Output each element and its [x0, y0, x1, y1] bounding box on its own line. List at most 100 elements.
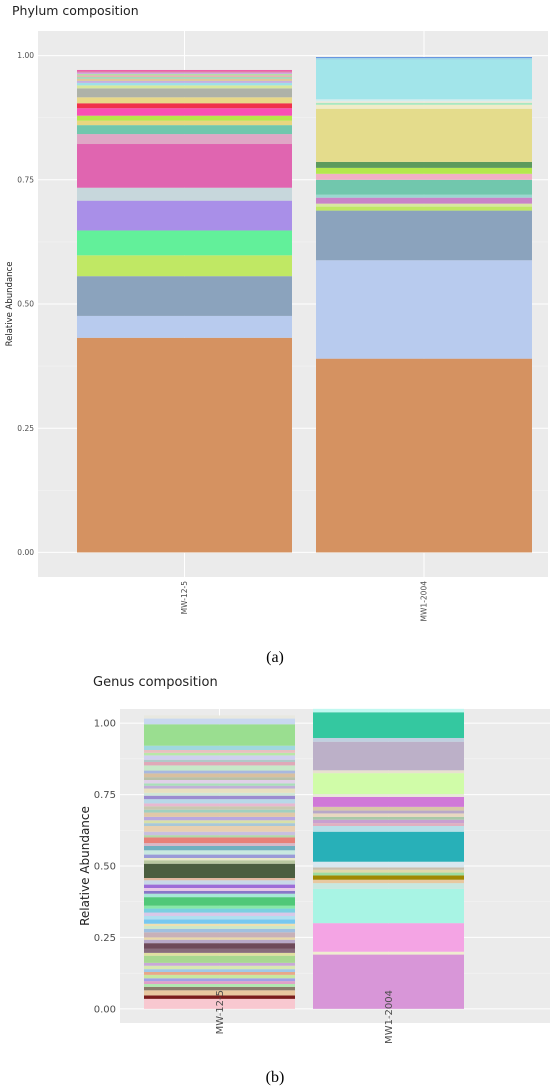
bar-segment [313, 793, 464, 797]
bar-segment [77, 125, 292, 135]
bar-segment [316, 161, 532, 168]
bar-segment [144, 806, 295, 810]
bar-segment [144, 770, 295, 774]
bar-segment [77, 80, 292, 83]
bar-segment [77, 85, 292, 89]
bar-segment [144, 779, 295, 784]
bar-segment [316, 260, 532, 359]
bar-segment [313, 806, 464, 811]
bar-segment [144, 795, 295, 800]
bar-segment [313, 708, 464, 713]
bar-segment [144, 823, 295, 826]
bar-segment [144, 835, 295, 838]
bar-segment [316, 59, 532, 100]
bar-segment [77, 187, 292, 201]
bar-segment [144, 986, 295, 991]
bar-segment [144, 995, 295, 999]
y-axis-label: Relative Abundance [5, 262, 15, 347]
bar-segment [316, 57, 532, 59]
bar-segment [316, 203, 532, 207]
y-tick-label: 0.25 [94, 933, 116, 944]
bar-segment [77, 255, 292, 277]
bar-segment [144, 998, 295, 1009]
bar-segment [144, 854, 295, 858]
bar-segment [144, 912, 295, 917]
bar-segment [77, 70, 292, 73]
y-tick-label: 1.00 [17, 51, 34, 60]
bar-segment [144, 969, 295, 973]
bar-segment [144, 857, 295, 861]
bar-segment [77, 75, 292, 77]
bar-segment [313, 796, 464, 807]
bar-segment [144, 724, 295, 746]
stacked-bar [77, 69, 292, 553]
bar-segment [313, 810, 464, 814]
y-tick-label: 0.50 [17, 300, 34, 309]
bar-segment [313, 869, 464, 873]
y-tick-label: 0.75 [17, 175, 34, 184]
bar-segment [144, 928, 295, 933]
bar-segment [144, 863, 295, 879]
figure-caption: (a) [266, 649, 284, 666]
bar-segment [77, 76, 292, 79]
bar-segment [144, 897, 295, 906]
x-tick-label: MW1-2004 [420, 581, 429, 622]
y-tick-label: 0.25 [17, 424, 34, 433]
bar-segment [313, 954, 464, 1009]
bar-segment [77, 108, 292, 116]
bar-segment [313, 879, 464, 884]
bar-segment [144, 888, 295, 891]
y-tick-label: 0.50 [94, 862, 116, 873]
bar-segment [77, 120, 292, 126]
bar-segment [77, 315, 292, 338]
chart-title: Genus composition [93, 675, 218, 690]
y-tick-label: 0.00 [17, 548, 34, 557]
bar-segment [77, 78, 292, 81]
bar-segment [144, 939, 295, 944]
bar-segment [144, 799, 295, 804]
bar-segment [77, 88, 292, 98]
bar-segment [144, 974, 295, 979]
bar-segment [313, 831, 464, 862]
y-axis-label: Relative Abundance [78, 806, 92, 926]
bar-segment [316, 58, 532, 60]
bar-segment [77, 115, 292, 121]
bar-segment [144, 952, 295, 956]
bar-segment [313, 712, 464, 738]
bar-segment [313, 770, 464, 774]
bar-segment [144, 777, 295, 780]
bar-segment [144, 878, 295, 881]
stacked-bar [316, 57, 532, 553]
bar-segment [313, 737, 464, 742]
y-tick-label: 0.75 [94, 790, 116, 801]
bar-segment [144, 745, 295, 750]
bar-segment [144, 932, 295, 938]
bar-segment [144, 981, 295, 985]
bar-segment [144, 788, 295, 793]
bar-segment [316, 194, 532, 198]
bar-segment [144, 761, 295, 766]
bar-segment [144, 972, 295, 975]
bar-segment [313, 923, 464, 952]
genus-panel: 0.00 0.25 0.50 0.75 1.00 MW-12-5 MW1-2004 Relat… [0, 672, 550, 1092]
bar-segment [144, 755, 295, 760]
bar-segment [316, 101, 532, 103]
bar-segment [313, 951, 464, 955]
bar-segment [144, 880, 295, 885]
bar-segment [77, 200, 292, 231]
bar-segment [77, 337, 292, 553]
bar-segment [144, 943, 295, 949]
bar-segment [144, 831, 295, 836]
bar-segment [77, 97, 292, 104]
bar-segment [144, 718, 295, 725]
bar-segment [313, 819, 464, 824]
bar-segment [144, 843, 295, 846]
bar-segment [144, 978, 295, 982]
bar-segment [316, 179, 532, 195]
bar-segment [313, 773, 464, 794]
x-tick-label: MW-12-5 [180, 581, 189, 615]
bar-segment [144, 809, 295, 813]
bar-segment [144, 962, 295, 966]
x-tick-label: MW1-2004 [384, 990, 395, 1044]
bar-segment [316, 210, 532, 261]
